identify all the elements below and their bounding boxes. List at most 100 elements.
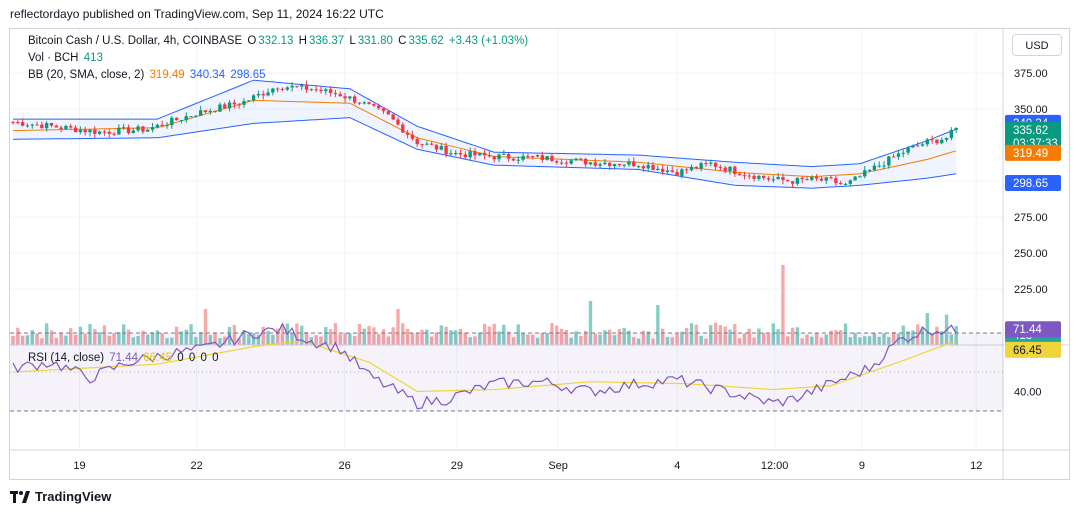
- candle: [107, 128, 111, 138]
- volume-bar: [232, 324, 237, 345]
- volume-bar: [30, 330, 34, 345]
- candle: [309, 88, 314, 92]
- candle: [752, 173, 756, 182]
- candle: [617, 163, 622, 167]
- candle: [574, 158, 578, 161]
- rsi-badge-text: 71.44: [1013, 324, 1042, 336]
- candle: [117, 124, 121, 136]
- volume-bar: [179, 331, 184, 345]
- volume-bar: [502, 324, 506, 345]
- currency-button[interactable]: USD: [1012, 34, 1062, 56]
- volume-bar: [651, 338, 655, 345]
- volume-bar: [771, 323, 776, 345]
- candle: [429, 141, 434, 146]
- candle: [858, 175, 862, 178]
- volume-bar: [617, 329, 622, 345]
- candle: [20, 118, 25, 127]
- volume-bar: [680, 331, 684, 345]
- candle-body: [54, 125, 58, 128]
- candle-body: [699, 163, 703, 169]
- candle: [30, 123, 34, 129]
- candle-body: [131, 130, 135, 134]
- candle-body: [271, 88, 275, 93]
- rsi-badge: 71.44: [1005, 321, 1061, 338]
- candle-body: [757, 175, 761, 179]
- candle: [444, 142, 448, 158]
- volume-bar: [174, 326, 179, 345]
- candle: [511, 158, 516, 162]
- volume-bar: [872, 333, 877, 345]
- candle: [179, 119, 184, 124]
- candle-body: [121, 127, 126, 129]
- volume-bar: [165, 338, 169, 345]
- candle: [112, 132, 116, 137]
- volume-bar: [776, 329, 780, 345]
- candle: [208, 108, 212, 115]
- volume-bar: [603, 330, 607, 345]
- candle: [685, 167, 689, 174]
- candle-body: [136, 126, 140, 131]
- candle-body: [410, 134, 415, 139]
- bb-label[interactable]: BB (20, SMA, close, 2): [28, 69, 145, 81]
- candle: [920, 142, 925, 147]
- chart-frame[interactable]: 375.00350.00300.00275.00250.00225.0040.0…: [9, 28, 1070, 480]
- volume-bar: [141, 330, 145, 345]
- candle-body: [352, 96, 357, 103]
- volume-bar: [45, 323, 49, 345]
- candle-body: [689, 166, 694, 171]
- candle-body: [333, 93, 338, 95]
- rsi-ma-badge-bg: [1005, 341, 1061, 358]
- rsi-label[interactable]: RSI (14, close): [28, 352, 105, 364]
- volume-bar: [723, 326, 727, 345]
- chart-canvas[interactable]: 375.00350.00300.00275.00250.00225.0040.0…: [10, 29, 1069, 479]
- volume-label[interactable]: Vol · BCH: [28, 52, 79, 64]
- volume-bar: [853, 332, 857, 345]
- change-value: +3.43 (+1.03%): [448, 35, 529, 47]
- candle: [742, 171, 747, 180]
- candle: [343, 92, 347, 103]
- rsi-ma-value: 66.45: [143, 352, 173, 364]
- volume-bar: [410, 333, 415, 345]
- volume-bar: [646, 331, 650, 345]
- volume-bar: [665, 337, 670, 345]
- volume-bar: [391, 327, 395, 345]
- volume-bar: [146, 334, 150, 345]
- candle-body: [328, 89, 333, 94]
- candle: [454, 150, 458, 156]
- candle-body: [357, 102, 362, 104]
- candle: [728, 165, 732, 175]
- volume-bar: [786, 336, 790, 345]
- candle: [275, 87, 280, 93]
- candle: [834, 175, 838, 186]
- candle: [218, 102, 222, 113]
- candle: [723, 165, 727, 174]
- candle: [352, 94, 357, 105]
- candle-body: [415, 138, 419, 145]
- candle: [545, 155, 549, 161]
- candle: [516, 156, 520, 165]
- candle-body: [646, 164, 650, 169]
- candle: [564, 160, 569, 167]
- tradingview-footer[interactable]: TradingView: [10, 489, 111, 504]
- candle: [256, 90, 261, 98]
- volume-bar: [550, 322, 554, 345]
- volume-bar: [675, 333, 679, 345]
- candle: [877, 161, 881, 168]
- candle-body: [35, 124, 39, 126]
- candle-body: [223, 104, 227, 109]
- candle: [11, 120, 15, 125]
- volume-bar: [497, 331, 501, 345]
- candle-body: [348, 96, 352, 99]
- symbol-title[interactable]: Bitcoin Cash / U.S. Dollar, 4h, COINBASE: [28, 35, 243, 47]
- candle: [78, 126, 83, 135]
- candle: [160, 120, 164, 128]
- candle-body: [944, 138, 949, 140]
- candle-body: [550, 156, 554, 162]
- volume-bar: [506, 331, 511, 345]
- candle: [203, 110, 208, 114]
- candle-body: [940, 139, 944, 144]
- candle: [632, 157, 636, 167]
- candle-body: [762, 175, 766, 179]
- volume-bar: [54, 338, 58, 345]
- candle: [64, 124, 68, 130]
